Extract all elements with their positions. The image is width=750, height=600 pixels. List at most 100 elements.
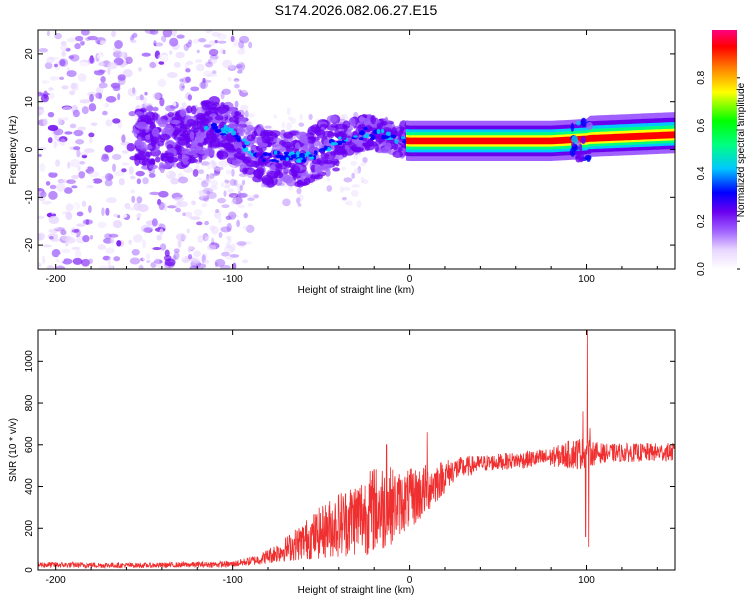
y-tick-label: 10 [24, 96, 35, 108]
heatmap-cell [131, 67, 139, 75]
colorbar-gradient [712, 30, 737, 269]
heatmap-cell [209, 129, 215, 133]
spectrogram-x-ticks: -200 -100 0 100 [46, 30, 658, 285]
heatmap-cell [105, 191, 110, 199]
heatmap-cell [296, 197, 301, 204]
heatmap-cell [358, 137, 364, 141]
heatmap-cell [157, 78, 167, 88]
heatmap-cell [166, 171, 170, 176]
heatmap-cell [579, 143, 583, 153]
heatmap-cell [365, 139, 375, 145]
heatmap-cell [197, 163, 209, 172]
heatmap-cell [351, 184, 361, 188]
heatmap-cell [256, 167, 265, 175]
heatmap-cell [339, 185, 344, 193]
heatmap-cell [177, 239, 182, 248]
heatmap-cell [179, 124, 192, 130]
heatmap-cell [195, 63, 205, 72]
heatmap-cell [149, 62, 157, 69]
heatmap-cell [124, 183, 135, 187]
figure-title: S174.2026.082.06.27.E15 [275, 2, 438, 18]
heatmap-cell [300, 134, 307, 141]
heatmap-cell [76, 149, 81, 158]
heatmap-cell [139, 94, 144, 101]
y-tick-label: 1000 [24, 350, 35, 373]
heatmap-cell [197, 235, 204, 244]
heatmap-cell [298, 122, 305, 127]
heatmap-cell [228, 121, 237, 130]
heatmap-band [406, 131, 675, 145]
heatmap-cell [97, 69, 106, 74]
heatmap-cell [222, 201, 230, 208]
heatmap-cell [394, 138, 399, 144]
heatmap-cell [143, 227, 152, 233]
heatmap-cell [198, 169, 205, 175]
spectrogram-y-ticks: -20 -10 0 10 20 [24, 48, 675, 252]
heatmap-cell [107, 257, 111, 266]
heatmap-cell [105, 247, 115, 254]
heatmap-cell [219, 186, 223, 195]
heatmap-cell [128, 239, 133, 246]
heatmap-cell [121, 168, 127, 173]
heatmap-cell [232, 262, 237, 269]
heatmap-cell [131, 129, 140, 134]
colorbar-ticks: 0.0 0.2 0.4 0.6 0.8 [696, 70, 740, 276]
heatmap-cell [39, 196, 45, 202]
heatmap-cell [326, 115, 338, 123]
heatmap-cell [167, 205, 177, 209]
heatmap-cell [390, 134, 397, 139]
y-tick-label: -20 [24, 237, 35, 252]
heatmap-cell [178, 186, 185, 196]
heatmap-cell [344, 200, 353, 206]
heatmap-cell [356, 200, 362, 208]
heatmap-cell [113, 170, 125, 177]
heatmap-cell [59, 138, 66, 147]
heatmap-cell [189, 232, 196, 241]
heatmap-cell [223, 178, 228, 182]
heatmap-cell [105, 172, 114, 181]
heatmap-cell [357, 165, 362, 174]
heatmap-cell [234, 228, 241, 234]
heatmap-cell [81, 258, 90, 267]
heatmap-cell [38, 142, 42, 147]
heatmap-cell [55, 265, 66, 269]
heatmap-cell [186, 183, 195, 190]
heatmap-cell [227, 188, 235, 194]
heatmap-cell [159, 97, 165, 107]
heatmap-cell [208, 185, 218, 191]
x-tick-label: -100 [223, 274, 243, 285]
heatmap-cell [66, 37, 77, 43]
heatmap-cell [217, 40, 227, 44]
heatmap-cell [188, 39, 193, 45]
heatmap-cell [380, 121, 388, 126]
heatmap-cell [207, 161, 211, 170]
heatmap-cell [217, 150, 224, 160]
heatmap-cell [171, 131, 176, 139]
heatmap-cell [68, 55, 75, 60]
heatmap-cell [215, 167, 222, 172]
heatmap-cell [286, 107, 291, 116]
heatmap-cell [201, 203, 208, 208]
heatmap-cell [105, 263, 114, 269]
heatmap-cell [162, 30, 173, 38]
heatmap-cell [75, 35, 84, 42]
heatmap-cell [306, 136, 317, 144]
heatmap-cell [47, 137, 53, 144]
heatmap-cell [127, 87, 137, 97]
heatmap-cell [224, 179, 230, 184]
heatmap-cell [46, 56, 55, 64]
heatmap-cell [269, 164, 276, 171]
heatmap-cell [210, 180, 219, 187]
heatmap-cell [232, 39, 239, 47]
heatmap-cell [138, 67, 142, 72]
heatmap-cell [177, 138, 189, 146]
heatmap-cell [197, 177, 203, 181]
heatmap-cell [220, 226, 231, 233]
heatmap-cell [326, 125, 339, 131]
heatmap-cell [370, 115, 377, 125]
heatmap-cell [330, 142, 335, 146]
heatmap-cell [223, 245, 235, 254]
heatmap-cell [236, 219, 240, 228]
heatmap-cell [155, 39, 164, 48]
heatmap-cell [245, 160, 258, 167]
